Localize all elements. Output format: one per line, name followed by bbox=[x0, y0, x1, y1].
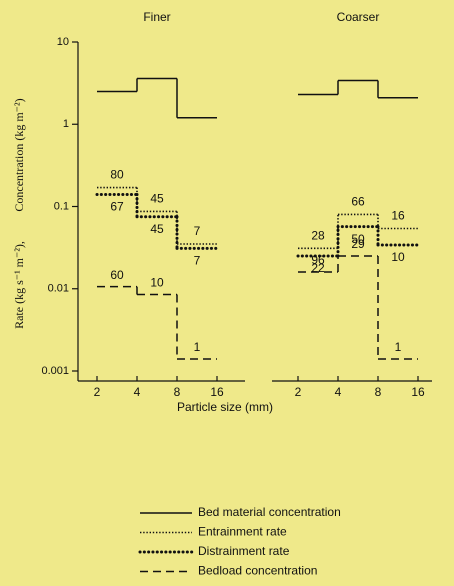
panel-title: Coarser bbox=[337, 10, 380, 24]
panel-title: Finer bbox=[143, 10, 170, 24]
x-tick-label: 2 bbox=[94, 385, 101, 399]
step-label: 1 bbox=[395, 340, 402, 354]
step-label: 10 bbox=[150, 276, 164, 290]
legend-label: Bed material concentration bbox=[198, 505, 341, 519]
x-tick-label: 4 bbox=[335, 385, 342, 399]
step-label: 10 bbox=[391, 250, 405, 264]
step-label: 80 bbox=[110, 168, 124, 182]
step-label: 60 bbox=[110, 268, 124, 282]
x-tick-label: 8 bbox=[375, 385, 382, 399]
step-label: 66 bbox=[351, 195, 365, 209]
step-label: 96 bbox=[311, 253, 325, 267]
step-label: 67 bbox=[110, 200, 124, 214]
x-tick-label: 8 bbox=[174, 385, 181, 399]
y-tick-label: 10 bbox=[57, 36, 69, 48]
x-axis-label: Particle size (mm) bbox=[177, 400, 273, 414]
legend-label: Entrainment rate bbox=[198, 525, 287, 539]
y-tick-label: 1 bbox=[63, 118, 69, 130]
legend-label: Distrainment rate bbox=[198, 544, 290, 558]
step-label: 29 bbox=[351, 237, 365, 251]
step-label: 50 bbox=[351, 232, 365, 246]
step-label: 1 bbox=[194, 340, 201, 354]
y-axis-label: Concentration (kg m⁻²) bbox=[12, 98, 26, 211]
x-tick-label: 16 bbox=[411, 385, 425, 399]
y-axis-label: Rate (kg s⁻¹ m⁻²), bbox=[12, 241, 26, 329]
y-tick-label: 0.1 bbox=[54, 200, 69, 212]
x-tick-label: 4 bbox=[134, 385, 141, 399]
step-label: 28 bbox=[311, 229, 325, 243]
step-label: 16 bbox=[391, 209, 405, 223]
step-label: 7 bbox=[194, 224, 201, 238]
x-tick-label: 2 bbox=[295, 385, 302, 399]
y-tick-label: 0.01 bbox=[48, 283, 69, 295]
x-tick-label: 16 bbox=[210, 385, 224, 399]
step-label: 45 bbox=[150, 222, 164, 236]
y-tick-label: 0.001 bbox=[41, 365, 69, 377]
step-label: 7 bbox=[194, 254, 201, 268]
legend-label: Bedload concentration bbox=[198, 564, 317, 578]
step-label: 45 bbox=[150, 192, 164, 206]
